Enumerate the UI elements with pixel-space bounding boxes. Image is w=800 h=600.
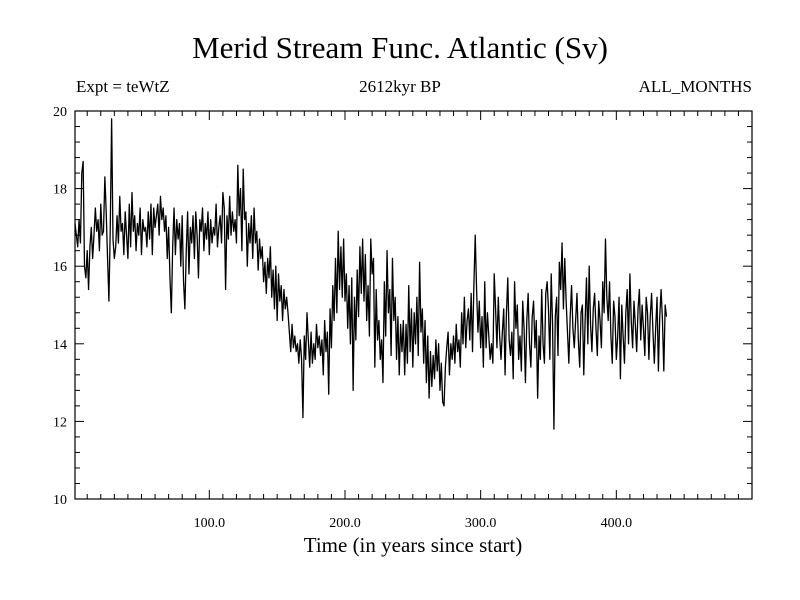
period-label: 2612kyr BP [359,77,441,96]
y-tick-label: 12 [53,415,67,430]
y-tick-label: 20 [53,105,67,120]
x-tick-label: 400.0 [601,516,633,531]
x-tick-label: 100.0 [194,516,226,531]
x-tick-label: 300.0 [465,516,497,531]
chart-title: Merid Stream Func. Atlantic (Sv) [192,30,608,65]
y-tick-label: 14 [53,338,67,353]
experiment-label: Expt = teWtZ [76,77,170,96]
series-line [74,118,668,430]
plot-frame [74,110,753,500]
months-label: ALL_MONTHS [638,77,752,96]
x-tick-label: 200.0 [329,516,361,531]
y-tick-label: 16 [53,260,67,275]
y-tick-label: 10 [53,493,67,508]
x-axis-title: Time (in years since start) [304,533,523,557]
axis-tick-labels: 100.0 200.0 300.0 400.0 10 12 14 16 18 20 [53,105,632,531]
axis-ticks [75,111,752,499]
y-tick-label: 18 [53,183,67,198]
